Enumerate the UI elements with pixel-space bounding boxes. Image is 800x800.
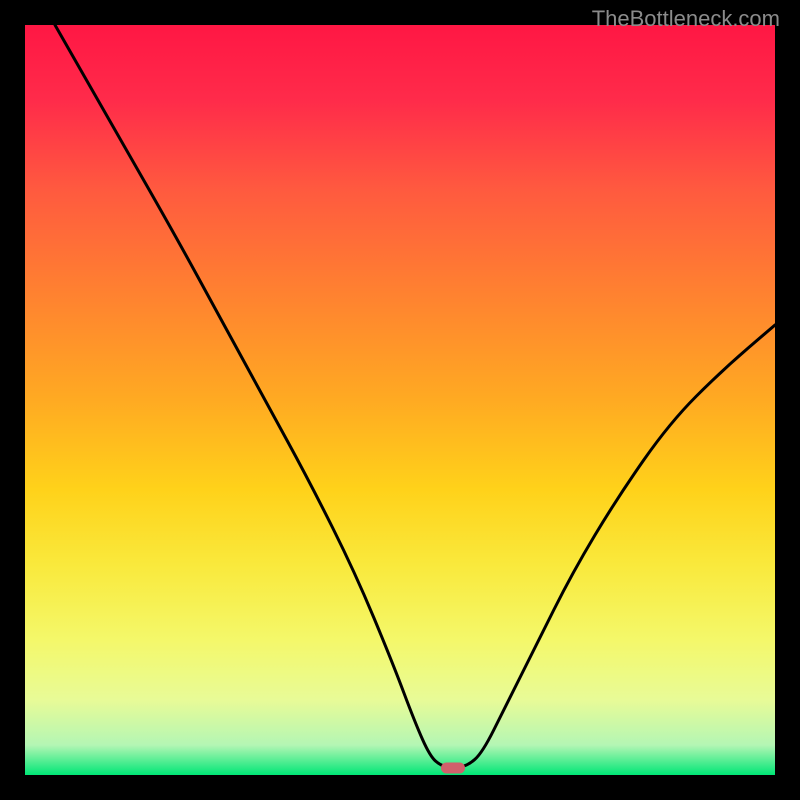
optimal-point-marker — [441, 762, 465, 773]
bottleneck-curve — [25, 25, 775, 775]
watermark-text: TheBottleneck.com — [592, 6, 780, 32]
